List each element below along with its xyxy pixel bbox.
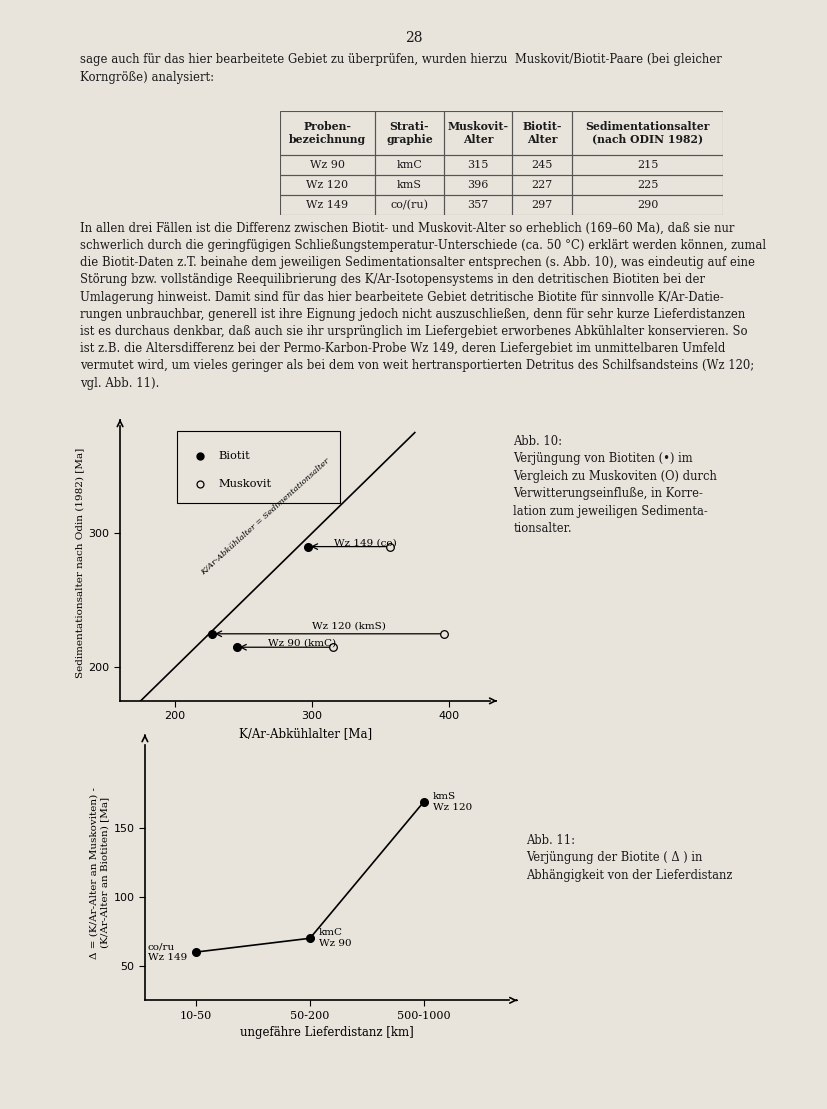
Text: 28: 28 xyxy=(404,31,423,45)
Text: Abb. 11:
Verjüngung der Biotite ( Δ ) in
Abhängigkeit von der Lieferdistanz: Abb. 11: Verjüngung der Biotite ( Δ ) in… xyxy=(525,834,731,882)
Text: Proben-
bezeichnung: Proben- bezeichnung xyxy=(289,121,366,144)
Text: Biotit-
Alter: Biotit- Alter xyxy=(522,121,562,144)
Bar xyxy=(512,175,571,195)
Bar xyxy=(443,111,512,154)
Y-axis label: Sedimentationsalter nach Odin (1982) [Ma]: Sedimentationsalter nach Odin (1982) [Ma… xyxy=(75,448,84,679)
Text: 315: 315 xyxy=(467,160,488,170)
Text: Muskovit-
Alter: Muskovit- Alter xyxy=(447,121,508,144)
Text: 215: 215 xyxy=(636,160,657,170)
Text: kmC: kmC xyxy=(396,160,422,170)
X-axis label: K/Ar-Abkühlalter [Ma]: K/Ar-Abkühlalter [Ma] xyxy=(238,726,371,740)
Bar xyxy=(375,175,443,195)
Text: Wz 120: Wz 120 xyxy=(306,180,348,190)
Bar xyxy=(375,154,443,175)
Text: co/ru
Wz 149: co/ru Wz 149 xyxy=(147,942,187,963)
Text: 290: 290 xyxy=(636,200,657,210)
Text: kmS: kmS xyxy=(396,180,422,190)
Bar xyxy=(443,195,512,215)
Text: Wz 149: Wz 149 xyxy=(306,200,348,210)
Bar xyxy=(512,111,571,154)
Bar xyxy=(571,175,722,195)
Bar xyxy=(571,111,722,154)
Text: Korngröße) analysiert:: Korngröße) analysiert: xyxy=(80,71,214,84)
Bar xyxy=(512,195,571,215)
Y-axis label: Δ = (K/Ar-Alter an Muskoviten) -
(K/Ar-Alter an Biotiten) [Ma]: Δ = (K/Ar-Alter an Muskoviten) - (K/Ar-A… xyxy=(89,786,109,959)
Text: kmC
Wz 90: kmC Wz 90 xyxy=(318,928,351,948)
Text: Sedimentationsalter
(nach ODIN 1982): Sedimentationsalter (nach ODIN 1982) xyxy=(585,121,709,144)
Text: In allen drei Fällen ist die Differenz zwischen Biotit- und Muskovit-Alter so er: In allen drei Fällen ist die Differenz z… xyxy=(80,222,766,389)
Bar xyxy=(571,154,722,175)
X-axis label: ungefähre Lieferdistanz [km]: ungefähre Lieferdistanz [km] xyxy=(240,1026,414,1039)
Text: Abb. 10:
Verjüngung von Biotiten (•) im
Vergleich zu Muskoviten (O) durch
Verwit: Abb. 10: Verjüngung von Biotiten (•) im … xyxy=(513,435,716,536)
Text: Wz 149 (co): Wz 149 (co) xyxy=(333,538,396,547)
Bar xyxy=(280,175,375,195)
Text: 297: 297 xyxy=(531,200,552,210)
Bar xyxy=(443,154,512,175)
Text: Muskovit: Muskovit xyxy=(218,479,271,489)
Bar xyxy=(280,111,375,154)
Bar xyxy=(512,154,571,175)
Bar xyxy=(375,111,443,154)
Bar xyxy=(280,154,375,175)
Text: Wz 90 (kmC): Wz 90 (kmC) xyxy=(268,639,336,648)
Text: Biotit: Biotit xyxy=(218,451,250,461)
Text: 357: 357 xyxy=(467,200,488,210)
Text: 225: 225 xyxy=(636,180,657,190)
Text: 396: 396 xyxy=(467,180,488,190)
Bar xyxy=(280,195,375,215)
Bar xyxy=(443,175,512,195)
Text: Wz 90: Wz 90 xyxy=(309,160,345,170)
Text: 227: 227 xyxy=(531,180,552,190)
Text: co/(ru): co/(ru) xyxy=(390,200,428,211)
Text: Wz 120 (kmS): Wz 120 (kmS) xyxy=(312,621,385,630)
Text: 245: 245 xyxy=(531,160,552,170)
Text: K/Ar-Abkühlalter = Sedimentationsalter: K/Ar-Abkühlalter = Sedimentationsalter xyxy=(199,457,331,577)
Bar xyxy=(375,195,443,215)
Text: kmS
Wz 120: kmS Wz 120 xyxy=(433,792,471,812)
Text: Strati-
graphie: Strati- graphie xyxy=(385,121,433,144)
Bar xyxy=(571,195,722,215)
Text: sage auch für das hier bearbeitete Gebiet zu überprüfen, wurden hierzu  Muskovit: sage auch für das hier bearbeitete Gebie… xyxy=(80,53,721,67)
